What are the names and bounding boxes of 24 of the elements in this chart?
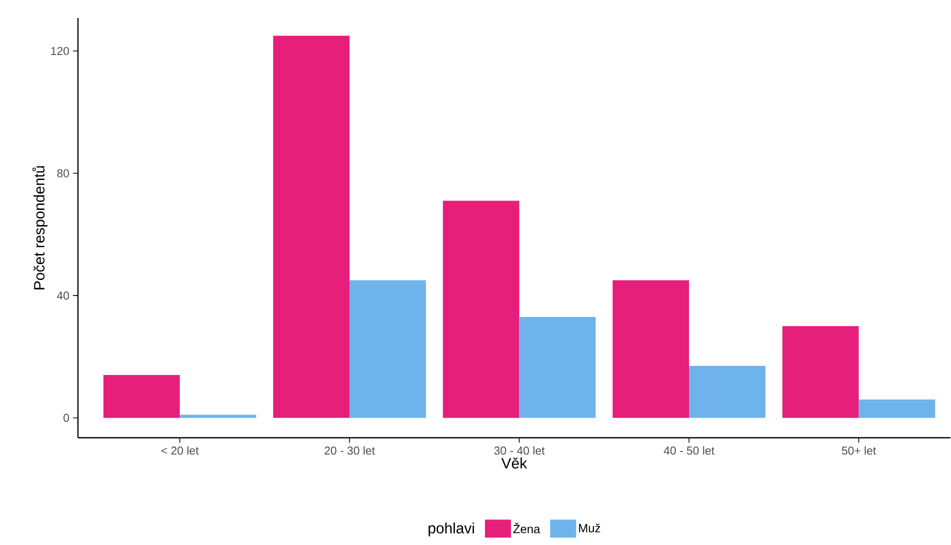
bar	[350, 280, 426, 418]
y-tick-label: 120	[51, 47, 69, 56]
bar	[689, 366, 766, 418]
x-tick-label: < 20 let	[161, 446, 199, 455]
x-tick-label: 20 - 30 let	[324, 446, 375, 455]
bar	[180, 414, 256, 418]
bar	[612, 280, 690, 418]
x-tick-label: 40 - 50 let	[664, 446, 714, 455]
x-tick-label: 30 - 40 let	[494, 446, 545, 455]
legend-label: Žena	[513, 522, 540, 534]
bar	[103, 375, 180, 418]
y-tick-label: 0	[64, 414, 69, 422]
x-tick-label: 50+ let	[842, 446, 876, 455]
legend-label: Muž	[579, 524, 600, 533]
x-axis-title: Věk	[501, 458, 528, 469]
bar	[858, 400, 936, 418]
y-tick-label: 40	[56, 292, 69, 300]
bar	[442, 200, 520, 418]
bar	[519, 317, 596, 418]
bar	[273, 36, 350, 418]
bar	[782, 326, 859, 418]
y-tick-label: 80	[57, 169, 69, 178]
y-axis-title: Počet respondentů	[32, 166, 48, 290]
legend-title: pohlavi	[428, 522, 474, 537]
